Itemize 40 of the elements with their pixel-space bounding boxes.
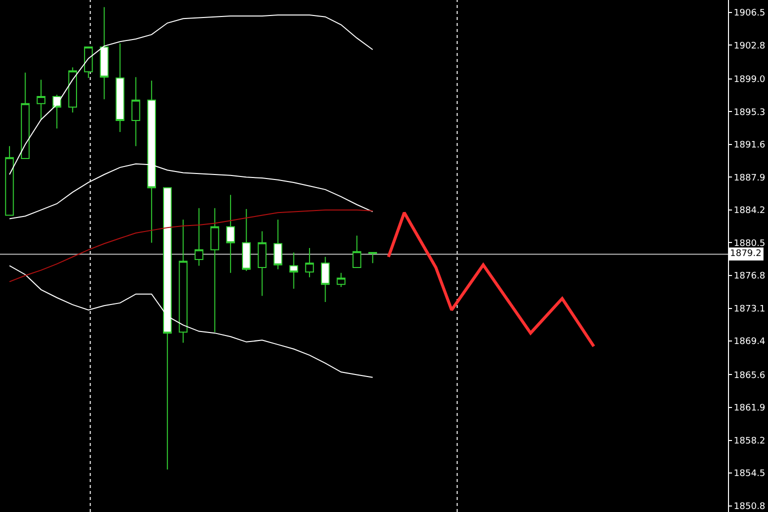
y-tick-label: 1887.9 bbox=[734, 173, 766, 184]
candlestick bbox=[5, 146, 14, 216]
y-tick-label: 1899.0 bbox=[734, 74, 766, 85]
candlestick bbox=[116, 42, 124, 132]
y-tick-label: 1850.8 bbox=[734, 502, 766, 512]
y-tick-label: 1895.3 bbox=[734, 108, 766, 118]
ref-line-label: 1879.2 bbox=[730, 249, 762, 259]
candlestick bbox=[368, 252, 378, 264]
y-tick-label: 1880.5 bbox=[734, 238, 766, 249]
candlestick bbox=[36, 79, 46, 120]
candlestick bbox=[20, 72, 30, 160]
y-tick-label: 1865.6 bbox=[734, 370, 766, 381]
candlestick bbox=[52, 94, 62, 129]
candlestick bbox=[178, 219, 188, 344]
candlestick bbox=[84, 46, 93, 78]
y-tick-label: 1906.5 bbox=[734, 8, 766, 19]
candlestick bbox=[226, 194, 235, 274]
candlestick bbox=[242, 208, 251, 272]
candlestick bbox=[320, 256, 330, 303]
candlestick bbox=[68, 66, 78, 113]
candlestick bbox=[352, 235, 362, 268]
y-tick-label: 1861.9 bbox=[734, 404, 766, 414]
line-series bbox=[8, 209, 374, 282]
candlestick bbox=[210, 208, 220, 333]
y-tick-label: 1858.2 bbox=[734, 436, 766, 446]
y-tick-label: 1902.8 bbox=[734, 41, 766, 52]
candlestick bbox=[258, 230, 267, 296]
y-tick-label: 1876.8 bbox=[734, 272, 766, 282]
candlestick bbox=[305, 248, 314, 278]
candlestick bbox=[289, 252, 298, 290]
y-tick-label: 1854.5 bbox=[734, 469, 766, 480]
candlestick bbox=[274, 219, 282, 270]
candlestick bbox=[194, 208, 204, 266]
y-tick-label: 1873.1 bbox=[734, 304, 766, 314]
y-tick-label: 1869.4 bbox=[734, 337, 766, 348]
candlestick bbox=[131, 76, 140, 147]
candlestick bbox=[336, 272, 346, 288]
line-series bbox=[386, 211, 596, 348]
y-tick-label: 1884.2 bbox=[734, 206, 766, 216]
y-tick-label: 1891.6 bbox=[734, 140, 766, 151]
